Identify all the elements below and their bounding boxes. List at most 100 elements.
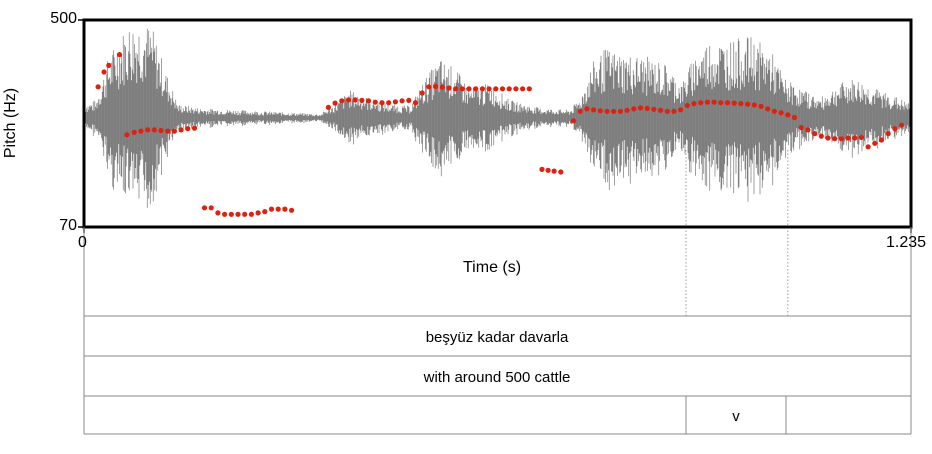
y-tick-label-top: 500	[50, 10, 77, 27]
pitch-point	[215, 210, 221, 216]
pitch-point	[332, 100, 338, 106]
pitch-point	[651, 106, 657, 112]
pitch-point	[584, 106, 590, 112]
pitch-point	[825, 135, 831, 141]
pitch-point	[526, 86, 532, 92]
pitch-point	[658, 107, 664, 113]
pitch-point	[479, 86, 485, 92]
pitch-point	[845, 135, 851, 141]
x-tick-label-right: 1.235	[886, 234, 927, 251]
pitch-point	[865, 144, 871, 150]
pitch-point	[178, 127, 184, 133]
pitch-point	[459, 86, 465, 92]
pitch-point	[289, 207, 295, 213]
pitch-point	[624, 107, 630, 113]
pitch-point	[520, 86, 526, 92]
pitch-point	[486, 86, 492, 92]
pitch-point	[711, 99, 717, 105]
pitch-point	[439, 84, 445, 90]
pitch-point	[116, 52, 123, 58]
pitch-point	[426, 84, 432, 90]
pitch-point	[392, 99, 398, 105]
pitch-point	[539, 166, 545, 172]
pitch-point	[691, 101, 697, 107]
pitch-point	[95, 84, 101, 90]
pitch-point	[838, 136, 845, 142]
pitch-point	[818, 133, 824, 139]
pitch-point	[892, 126, 898, 132]
pitch-point	[399, 98, 405, 104]
pitch-point	[631, 106, 637, 112]
pitch-point	[617, 108, 624, 114]
pitch-point	[379, 100, 385, 106]
pitch-point	[812, 131, 818, 137]
pitch-point	[551, 168, 557, 174]
pitch-point	[684, 102, 690, 109]
pitch-point	[771, 108, 778, 114]
pitch-point	[242, 211, 248, 217]
pitch-point	[412, 100, 419, 106]
pitch-point	[604, 108, 610, 114]
pitch-point	[751, 102, 757, 108]
pitch-point	[268, 206, 275, 212]
x-axis-title: Time (s)	[463, 259, 522, 276]
pitch-point	[678, 107, 684, 113]
pitch-point	[597, 108, 603, 114]
pitch-point	[545, 167, 551, 173]
pitch-point	[201, 205, 208, 211]
tier3-label: v	[732, 408, 740, 425]
pitch-point	[185, 126, 191, 132]
pitch-point	[366, 98, 372, 104]
pitch-point	[138, 128, 144, 134]
x-tick-label-left: 0	[78, 234, 87, 251]
pitch-point	[778, 110, 784, 116]
plot-frame	[82, 18, 913, 229]
pitch-point	[644, 105, 650, 111]
pitch-point	[145, 127, 151, 133]
pitch-point	[419, 90, 425, 96]
pitch-point	[466, 86, 472, 92]
pitch-point	[758, 103, 764, 109]
pitch-point	[171, 128, 177, 134]
pitch-point	[282, 206, 288, 212]
pitch-point	[124, 132, 130, 138]
pitch-point	[255, 210, 261, 216]
pitch-point	[570, 118, 577, 124]
pitch-point	[785, 112, 791, 118]
y-tick-label-bottom: 70	[59, 217, 77, 234]
pitch-point	[406, 97, 412, 103]
pitch-point	[228, 211, 234, 217]
pitch-point	[493, 86, 499, 92]
pitch-point	[852, 135, 858, 141]
pitch-point	[858, 134, 865, 140]
pitch-point	[872, 140, 878, 146]
pitch-point	[158, 127, 164, 134]
pitch-point	[791, 114, 798, 121]
pitch-point	[718, 100, 724, 106]
pitch-point	[151, 127, 157, 133]
annotation-tiers: beşyüz kadar davarla with around 500 cat…	[83, 227, 912, 435]
pitch-point	[235, 211, 241, 217]
pitch-point	[372, 99, 378, 105]
pitch-point	[637, 105, 644, 111]
pitch-point	[664, 108, 670, 114]
pitch-point	[513, 86, 519, 92]
pitch-point	[885, 131, 891, 137]
pitch-point	[738, 101, 744, 107]
pitch-point	[506, 86, 512, 92]
pitch-point	[275, 206, 281, 212]
pitch-point	[101, 69, 107, 75]
pitch-point	[106, 62, 112, 68]
pitch-point	[671, 108, 677, 114]
pitch-point	[731, 100, 737, 106]
pitch-point	[745, 101, 751, 107]
pitch-point	[765, 106, 771, 112]
pitch-point	[131, 129, 137, 135]
pitch-point	[704, 99, 711, 105]
pitch-point	[611, 108, 617, 114]
pitch-track	[95, 52, 905, 217]
y-axis-title: Pitch (Hz)	[2, 87, 20, 159]
pitch-point	[473, 86, 479, 92]
pitch-point	[899, 122, 905, 128]
